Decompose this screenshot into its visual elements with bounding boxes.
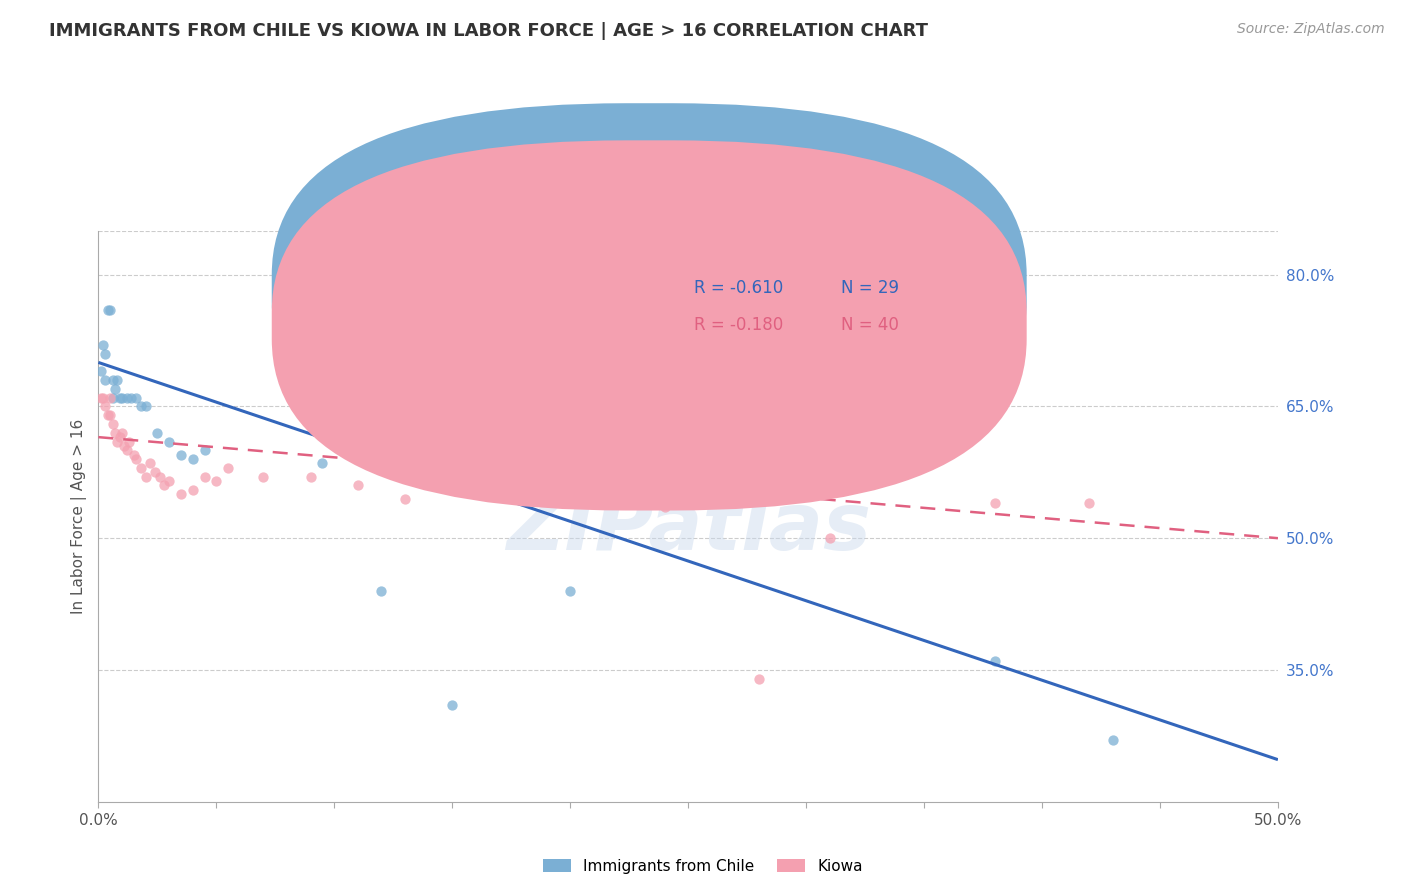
FancyBboxPatch shape <box>271 103 1026 474</box>
Point <box>157 434 180 449</box>
Point <box>818 531 841 545</box>
Point <box>98 408 121 422</box>
Point <box>217 461 239 475</box>
Text: IMMIGRANTS FROM CHILE VS KIOWA IN LABOR FORCE | AGE > 16 CORRELATION CHART: IMMIGRANTS FROM CHILE VS KIOWA IN LABOR … <box>49 22 928 40</box>
Point <box>90 364 112 378</box>
Point <box>139 457 162 471</box>
Point <box>512 491 534 506</box>
Point <box>101 391 124 405</box>
Point <box>108 391 131 405</box>
Point <box>129 461 152 475</box>
Point <box>101 373 124 387</box>
Y-axis label: In Labor Force | Age > 16: In Labor Force | Age > 16 <box>72 418 87 614</box>
Point <box>984 496 1007 510</box>
Point <box>582 487 605 501</box>
Point <box>157 474 180 488</box>
Point <box>311 457 333 471</box>
Legend: Immigrants from Chile, Kiowa: Immigrants from Chile, Kiowa <box>537 853 869 880</box>
Point <box>125 391 148 405</box>
Point <box>98 391 121 405</box>
Point <box>122 448 145 462</box>
Point <box>101 417 124 431</box>
Point <box>560 483 582 497</box>
Point <box>91 338 114 352</box>
Point <box>170 487 193 501</box>
Point <box>1078 496 1101 510</box>
Point <box>984 654 1007 668</box>
Point <box>1101 733 1123 747</box>
FancyBboxPatch shape <box>271 140 1026 510</box>
Point <box>112 439 135 453</box>
Point <box>560 583 582 598</box>
Text: R = -0.610: R = -0.610 <box>695 278 783 297</box>
Point <box>104 382 127 396</box>
Point <box>111 425 134 440</box>
Point <box>94 373 117 387</box>
Text: ZIPatlas: ZIPatlas <box>506 489 870 566</box>
Point <box>193 469 215 483</box>
Point <box>94 346 117 360</box>
Point <box>370 583 392 598</box>
Point <box>118 434 141 449</box>
Point <box>276 285 298 299</box>
Text: Source: ZipAtlas.com: Source: ZipAtlas.com <box>1237 22 1385 37</box>
Point <box>135 469 157 483</box>
Point <box>104 425 127 440</box>
Text: N = 40: N = 40 <box>841 316 900 334</box>
Point <box>125 452 148 467</box>
Point <box>105 373 128 387</box>
Point <box>205 474 228 488</box>
Point <box>149 469 172 483</box>
Text: R = -0.180: R = -0.180 <box>695 316 783 334</box>
Point <box>94 400 117 414</box>
Point <box>91 391 114 405</box>
Point <box>170 448 193 462</box>
Point <box>193 443 215 458</box>
Point <box>129 400 152 414</box>
Point <box>115 443 138 458</box>
Point <box>97 408 120 422</box>
Point <box>181 452 204 467</box>
FancyBboxPatch shape <box>606 268 972 362</box>
Point <box>748 672 770 686</box>
Text: N = 29: N = 29 <box>841 278 900 297</box>
Point <box>394 491 416 506</box>
Point <box>146 425 169 440</box>
Point <box>108 430 131 444</box>
Point <box>347 478 370 492</box>
Point <box>97 302 120 317</box>
Point <box>143 465 166 479</box>
Point <box>252 469 274 483</box>
Point <box>98 302 121 317</box>
Point <box>153 478 176 492</box>
Point <box>105 434 128 449</box>
Point <box>115 391 138 405</box>
Point <box>181 483 204 497</box>
Point <box>135 400 157 414</box>
Point <box>441 698 464 713</box>
Point <box>111 391 134 405</box>
Point <box>120 391 142 405</box>
Point <box>90 391 112 405</box>
Point <box>299 469 322 483</box>
Point <box>654 500 676 515</box>
